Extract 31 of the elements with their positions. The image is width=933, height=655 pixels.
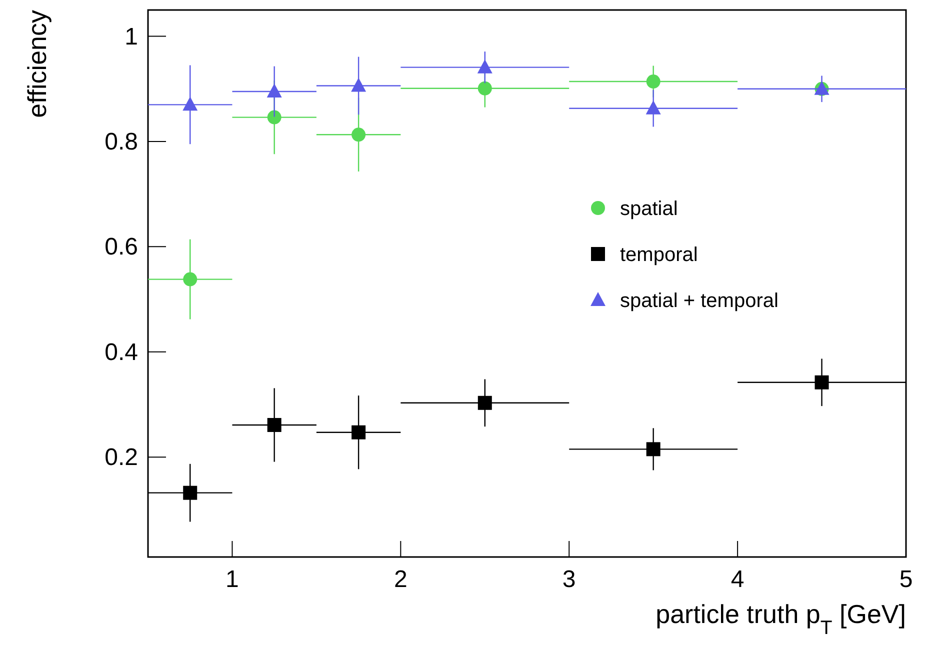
point — [814, 375, 829, 390]
point — [267, 418, 282, 432]
point — [266, 84, 282, 98]
x-tick-label: 4 — [730, 566, 744, 593]
point — [183, 486, 198, 500]
point — [267, 110, 282, 124]
point — [352, 128, 366, 142]
point — [183, 272, 198, 286]
x-tick-label: 2 — [394, 566, 408, 593]
legend-label: spatial — [620, 198, 678, 220]
point — [477, 59, 492, 74]
x-tick-label: 3 — [562, 566, 576, 593]
x-tick-label: 5 — [899, 566, 913, 593]
point — [646, 100, 661, 114]
x-axis-title: particle truth p$_{T}$ [GeV] — [656, 599, 906, 639]
x-tick-label: 1 — [226, 566, 239, 593]
point — [351, 78, 366, 92]
y-tick-label: 0.2 — [104, 444, 138, 472]
point — [478, 81, 492, 96]
point — [478, 396, 492, 410]
y-tick-label: 1 — [124, 23, 138, 50]
legend-label: spatial + temporal — [620, 290, 778, 312]
legend-label: temporal — [620, 244, 698, 266]
y-axis-title: efficiency — [22, 10, 52, 118]
point — [182, 96, 198, 111]
point — [352, 425, 366, 440]
point — [646, 74, 660, 89]
y-tick-label: 0.6 — [104, 234, 138, 261]
y-tick-label: 0.4 — [104, 338, 138, 366]
y-tick-label: 0.8 — [104, 128, 138, 156]
point — [646, 442, 660, 456]
